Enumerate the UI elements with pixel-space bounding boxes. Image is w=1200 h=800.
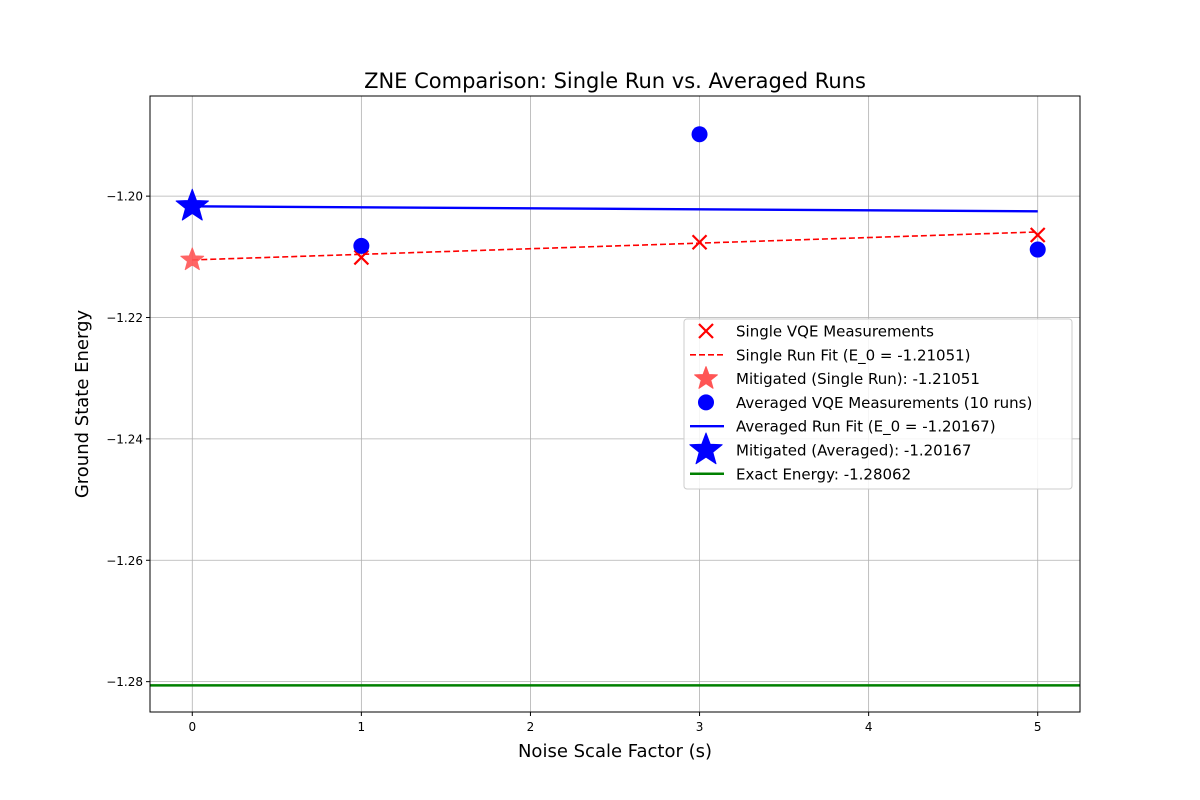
y-tick-label-3: −1.22 (106, 311, 143, 325)
series-0-point-0 (353, 249, 370, 266)
legend-label-0: Single VQE Measurements (736, 323, 934, 341)
series-4-fit-line (192, 205, 1038, 213)
plot-area (150, 126, 1080, 687)
series-1-fit-line (192, 231, 1038, 261)
series-3-point-2 (1029, 241, 1046, 258)
legend-handle-3 (698, 394, 714, 411)
y-axis-label: Ground State Energy (72, 310, 93, 499)
legend-handle-0-stroke-b (698, 323, 714, 339)
grid (150, 96, 1080, 712)
legend-label-5: Mitigated (Averaged): -1.20167 (736, 442, 971, 460)
chart-title: ZNE Comparison: Single Run vs. Averaged … (364, 69, 866, 93)
legend-handle-0 (698, 323, 714, 339)
x-axis-label: Noise Scale Factor (s) (518, 741, 712, 762)
legend-label-3: Averaged VQE Measurements (10 runs) (736, 394, 1032, 412)
legend-box (683, 318, 1073, 490)
y-tick-label-4: −1.20 (106, 190, 143, 204)
x-tick-label-5: 5 (1034, 720, 1042, 734)
series-0-point-1-stroke-b (691, 234, 708, 251)
series-3-point-0 (353, 237, 370, 254)
x-tick-label-0: 0 (188, 720, 196, 734)
series-3-point-1 (691, 126, 708, 143)
series-2-point-0 (180, 247, 205, 271)
legend-label-4: Averaged Run Fit (E_0 = -1.20167) (736, 418, 996, 437)
x-tick-label-4: 4 (865, 720, 873, 734)
x-tick-label-1: 1 (358, 720, 366, 734)
legend-handle-5 (689, 432, 723, 465)
legend-label-2: Mitigated (Single Run): -1.21051 (736, 370, 980, 388)
legend: Single VQE Measurements Single Run Fit (E… (683, 318, 1073, 490)
y-tick-label-2: −1.24 (106, 432, 143, 446)
axis-ticks: 0 1 2 3 4 5 −1.28 −1.26 −1.24 −1.22 −1.20 (106, 190, 1041, 734)
legend-label-6: Exact Energy: -1.28062 (736, 465, 911, 483)
series-0-point-1 (691, 234, 708, 251)
series-0-point-2 (1029, 227, 1046, 243)
series-0-point-0-stroke-b (353, 249, 370, 266)
legend-label-1: Single Run Fit (E_0 = -1.21051) (736, 346, 971, 365)
y-tick-label-0: −1.28 (106, 675, 143, 689)
series-0-point-2-stroke-b (1029, 227, 1046, 243)
axes-frame (149, 95, 1081, 713)
legend-handle-2 (694, 366, 718, 389)
x-tick-label-2: 2 (527, 720, 535, 734)
series-5-point-0 (175, 188, 209, 221)
x-tick-label-3: 3 (696, 720, 704, 734)
y-tick-label-1: −1.26 (106, 554, 143, 568)
